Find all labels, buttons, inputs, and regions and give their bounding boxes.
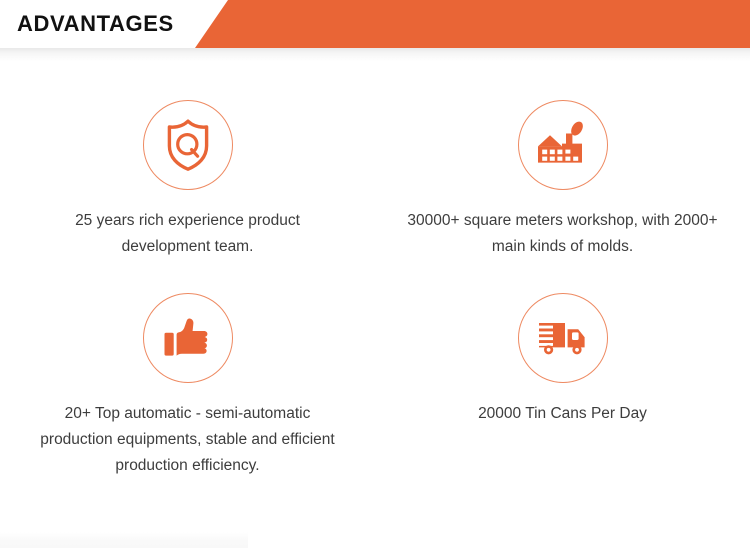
advantages-grid: 25 years rich experience product develop…	[0, 62, 750, 474]
advantage-card-quality: 25 years rich experience product develop…	[0, 62, 375, 255]
header-orange-banner	[195, 0, 750, 48]
factory-icon	[517, 100, 608, 190]
advantage-card-workshop: 30000+ square meters workshop, with 2000…	[375, 62, 750, 255]
advantage-text: 25 years rich experience product develop…	[75, 212, 300, 255]
advantage-text: 30000+ square meters workshop, with 2000…	[407, 212, 718, 255]
delivery-truck-icon	[517, 293, 608, 383]
advantage-text: 20000 Tin Cans Per Day	[478, 405, 647, 422]
section-header: ADVANTAGES	[0, 0, 750, 48]
header-drop-shadow	[0, 48, 750, 62]
advantage-card-equipment: 20+ Top automatic - semi-automatic produ…	[0, 255, 375, 474]
thumbs-up-icon	[142, 293, 233, 383]
page-title: ADVANTAGES	[17, 11, 174, 36]
advantage-card-capacity: 20000 Tin Cans Per Day	[375, 255, 750, 448]
advantage-text: 20+ Top automatic - semi-automatic produ…	[40, 405, 335, 474]
shield-quality-icon	[142, 100, 233, 190]
footer-shadow-band	[0, 532, 248, 548]
